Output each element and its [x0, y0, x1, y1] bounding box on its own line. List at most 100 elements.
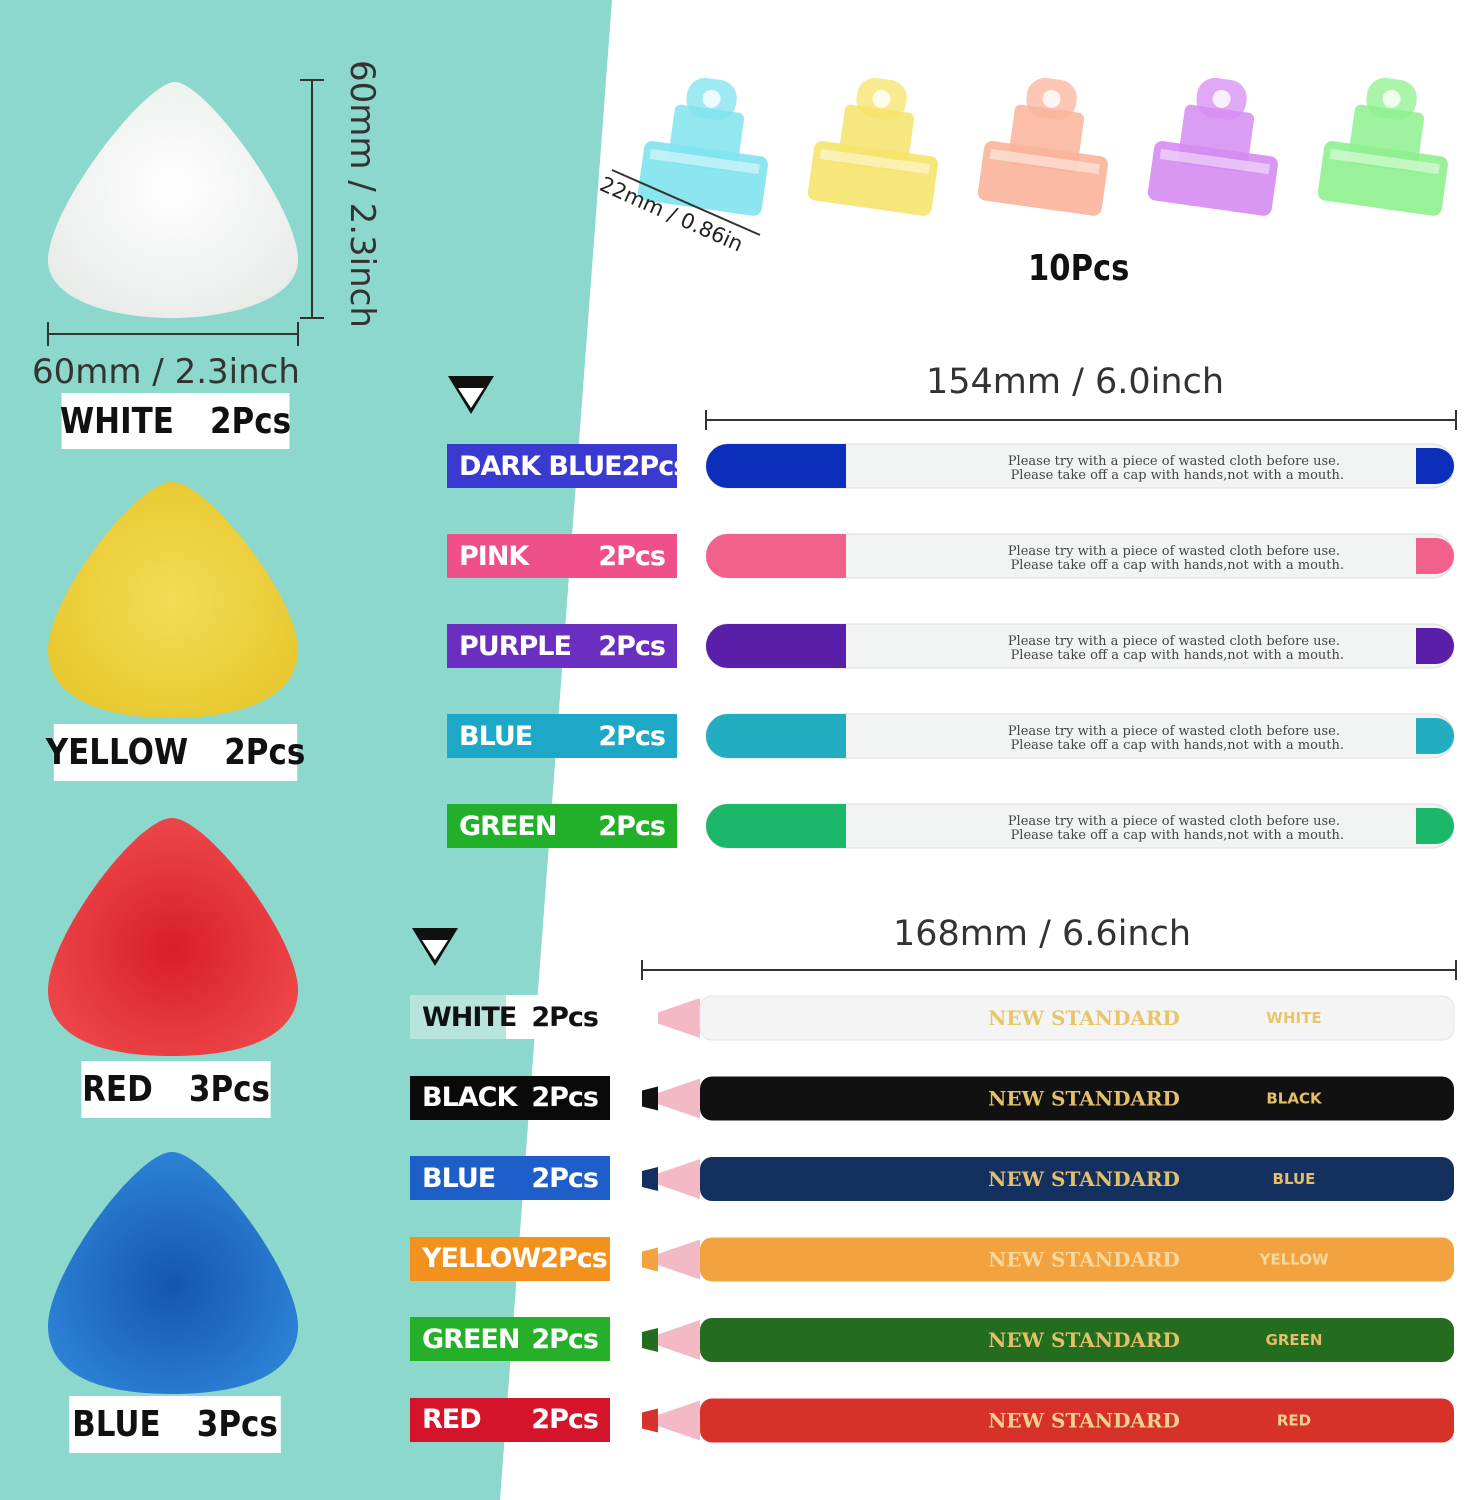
pencil-color-print: BLACK — [1266, 1090, 1323, 1108]
pen-color-name: DARK BLUE — [459, 450, 623, 482]
grease-pencil: NEW STANDARD RED — [642, 1398, 1454, 1443]
pencil-count: 2Pcs — [540, 1243, 608, 1274]
pencil-brand: NEW STANDARD — [988, 1409, 1180, 1433]
pencil-color-name: GREEN — [422, 1323, 520, 1355]
chalk-label-blue: BLUE 3Pcs — [69, 1396, 281, 1453]
water-erasable-pen: Please try with a piece of wasted cloth … — [705, 443, 1455, 489]
pen-tag-purple: PURPLE 2Pcs — [447, 624, 677, 668]
pencil-color-name: RED — [422, 1404, 482, 1435]
water-erasable-pen: Please try with a piece of wasted cloth … — [705, 533, 1455, 579]
water-erasable-pen: Please try with a piece of wasted cloth … — [705, 623, 1455, 669]
water-erasable-pen: Please try with a piece of wasted cloth … — [705, 713, 1455, 759]
binder-clip — [807, 77, 938, 216]
triangle-down-icon — [448, 376, 494, 414]
pen-print-line1: Please try with a piece of wasted cloth … — [1008, 724, 1340, 739]
pencil-brand: NEW STANDARD — [988, 1248, 1180, 1272]
chalk-height-label: 60mm / 2.3inch — [342, 60, 382, 328]
pen-tag-pink: PINK 2Pcs — [447, 534, 677, 578]
grease-pencil: NEW STANDARD WHITE — [642, 995, 1455, 1041]
chalk-count: 3Pcs — [196, 1404, 278, 1445]
pencil-tag-red: RED 2Pcs — [410, 1397, 610, 1442]
pen-count: 2Pcs — [598, 540, 666, 572]
water-erasable-pen: Please try with a piece of wasted cloth … — [705, 803, 1455, 849]
pencil-tag-white: WHITE 2Pcs — [410, 995, 610, 1039]
pencil-color-name: WHITE — [422, 1001, 517, 1033]
pen-length-line — [705, 410, 1457, 430]
pen-count: 2Pcs — [598, 720, 666, 752]
pencil-count: 2Pcs — [531, 1162, 599, 1194]
pencil-color-name: YELLOW — [422, 1243, 541, 1274]
clip-count-label: 10Pcs — [1028, 248, 1130, 289]
pencil-tag-blue: BLUE 2Pcs — [410, 1156, 610, 1200]
pencil-color-print: WHITE — [1266, 1009, 1321, 1027]
pencil-brand: NEW STANDARD — [988, 1167, 1180, 1191]
pens-group: Please try with a piece of wasted cloth … — [705, 443, 1455, 849]
pen-color-name: PURPLE — [459, 630, 572, 662]
grease-pencil: NEW STANDARD BLACK — [642, 1076, 1454, 1121]
pen-count: 2Pcs — [598, 630, 666, 662]
red-chalk — [47, 818, 299, 1056]
pen-print-line1: Please try with a piece of wasted cloth … — [1008, 544, 1340, 559]
pen-tag-blue: BLUE 2Pcs — [447, 714, 677, 758]
binder-clip — [977, 77, 1108, 216]
pen-color-name: BLUE — [459, 720, 533, 752]
chalk-name: YELLOW — [45, 732, 189, 773]
pencil-tag-black: BLACK 2Pcs — [410, 1075, 610, 1120]
pencil-length-line — [641, 960, 1457, 980]
blue-chalk — [47, 1152, 299, 1394]
chalk-name: RED — [82, 1069, 153, 1110]
pen-print-line2: Please take off a cap with hands,not wit… — [1011, 558, 1344, 573]
pen-length-label: 154mm / 6.0inch — [926, 362, 1225, 402]
pen-print-line1: Please try with a piece of wasted cloth … — [1008, 454, 1340, 469]
yellow-chalk — [47, 482, 299, 718]
chalk-count: 3Pcs — [188, 1069, 270, 1110]
triangle-down-icon — [412, 928, 458, 966]
chalk-label-white: WHITE 2Pcs — [60, 393, 291, 449]
chalk-label-yellow: YELLOW 2Pcs — [46, 724, 305, 781]
pen-print-line2: Please take off a cap with hands,not wit… — [1011, 648, 1344, 663]
pencil-color-print: RED — [1277, 1412, 1311, 1430]
white-chalk — [47, 82, 299, 318]
pen-print-line2: Please take off a cap with hands,not wit… — [1011, 468, 1344, 483]
binder-clip — [1147, 77, 1278, 216]
chalk-shapes — [47, 79, 324, 1394]
pen-print-line1: Please try with a piece of wasted cloth … — [1008, 634, 1340, 649]
pencil-tag-yellow: YELLOW 2Pcs — [410, 1236, 610, 1281]
pencil-color-name: BLACK — [422, 1082, 517, 1113]
pen-count: 2Pcs — [598, 810, 666, 842]
grease-pencil: NEW STANDARD YELLOW — [642, 1237, 1454, 1282]
pencil-color-print: YELLOW — [1259, 1251, 1329, 1269]
pencil-color-name: BLUE — [422, 1162, 496, 1194]
chalk-count: 2Pcs — [209, 400, 291, 442]
chalk-name: BLUE — [72, 1404, 161, 1445]
pencil-count: 2Pcs — [531, 1001, 599, 1033]
pencil-count: 2Pcs — [531, 1082, 599, 1113]
pen-print-line1: Please try with a piece of wasted cloth … — [1008, 814, 1340, 829]
pencil-tag-green: GREEN 2Pcs — [410, 1317, 610, 1361]
clips-row — [611, 77, 1448, 236]
pen-color-name: GREEN — [459, 810, 557, 842]
pencil-brand: NEW STANDARD — [988, 1087, 1180, 1111]
chalk-label-red: RED 3Pcs — [81, 1061, 271, 1118]
pen-print-line2: Please take off a cap with hands,not wit… — [1011, 738, 1344, 753]
pen-tag-green: GREEN 2Pcs — [447, 804, 677, 848]
grease-pencil: NEW STANDARD BLUE — [642, 1157, 1454, 1201]
pen-print-line2: Please take off a cap with hands,not wit… — [1011, 828, 1344, 843]
pencil-brand: NEW STANDARD — [988, 1006, 1180, 1030]
pen-color-name: PINK — [459, 540, 529, 572]
chalk-count: 2Pcs — [224, 732, 306, 773]
binder-clip — [637, 77, 768, 216]
pen-count: 2Pcs — [621, 450, 690, 482]
pencil-length-label: 168mm / 6.6inch — [893, 914, 1192, 954]
pencil-count: 2Pcs — [531, 1404, 599, 1435]
binder-clip — [1317, 77, 1448, 216]
grease-pencil: NEW STANDARD GREEN — [642, 1318, 1454, 1362]
pencil-color-print: BLUE — [1273, 1170, 1316, 1188]
pen-tag-dark-blue: DARK BLUE 2Pcs — [447, 444, 689, 488]
pencil-count: 2Pcs — [531, 1323, 599, 1355]
chalk-name: WHITE — [60, 400, 174, 442]
pencil-brand: NEW STANDARD — [988, 1328, 1180, 1352]
